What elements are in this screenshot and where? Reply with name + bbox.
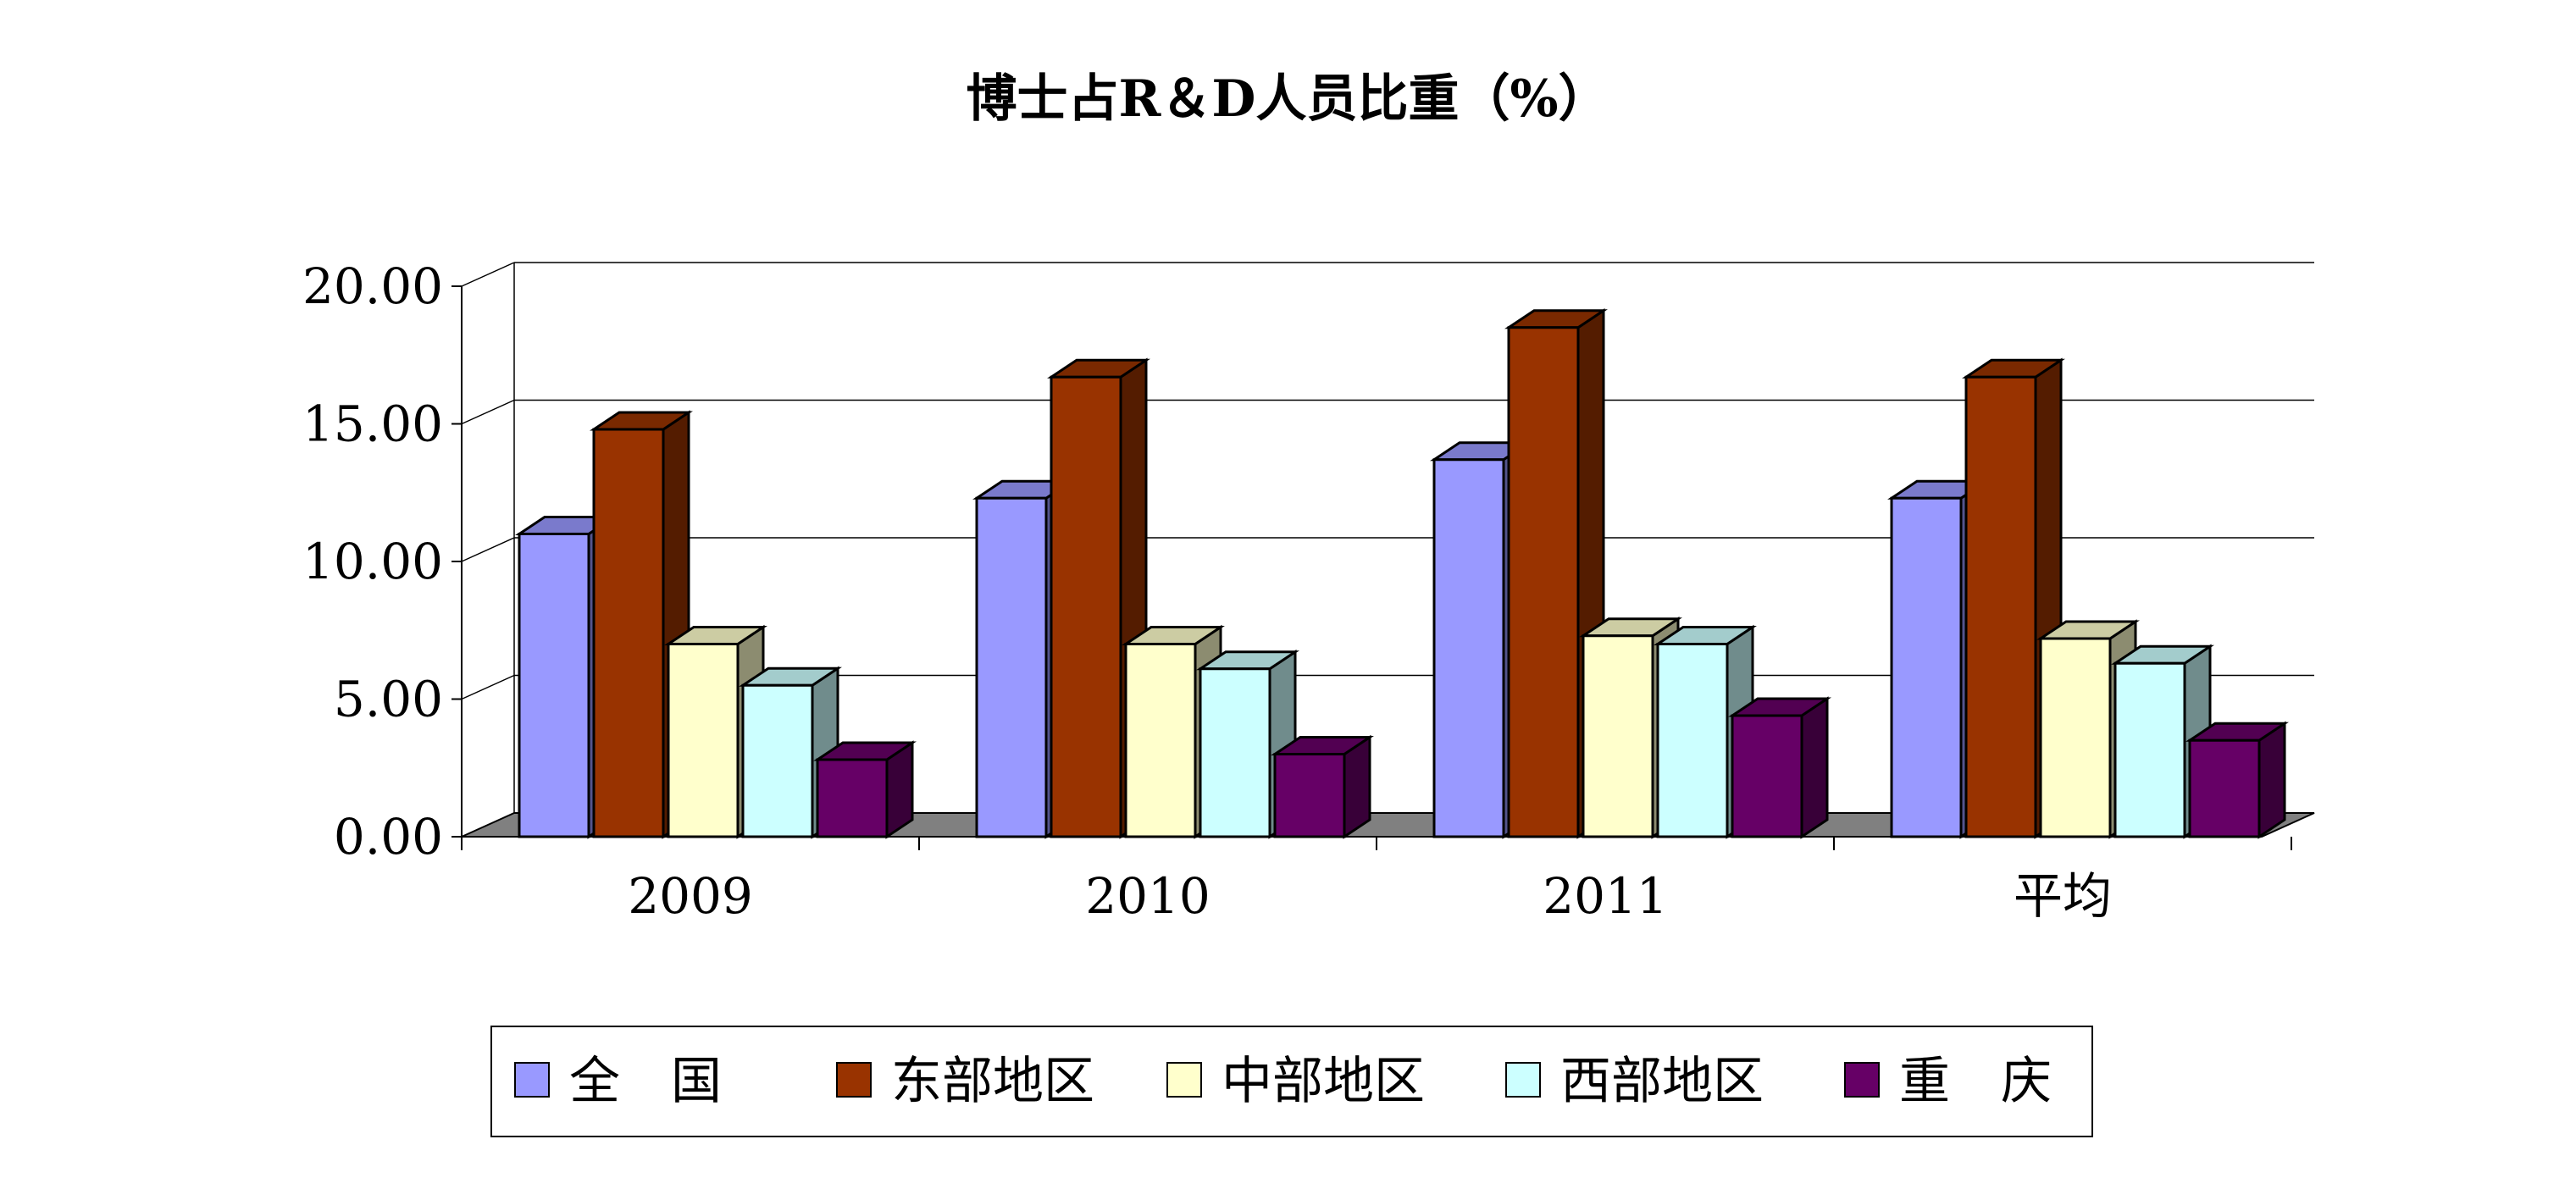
bar-front xyxy=(1124,643,1197,838)
gridline-slant xyxy=(461,674,515,700)
bar-front xyxy=(1050,375,1122,838)
legend: 全 国 东部地区 中部地区 西部地区 重 庆 xyxy=(490,1026,2093,1137)
bar-front xyxy=(741,683,814,838)
bar-front xyxy=(518,533,590,838)
bar-front xyxy=(1432,458,1505,838)
bar-front xyxy=(816,758,889,838)
bar-front xyxy=(2188,738,2261,838)
y-tick-label: 20.00 xyxy=(302,257,443,315)
legend-label: 东部地区 xyxy=(891,1052,1094,1111)
bar-side xyxy=(2257,721,2286,839)
legend-item: 西部地区 xyxy=(1505,1052,1764,1111)
bar-front xyxy=(667,643,740,838)
bar-front xyxy=(2039,637,2112,838)
legend-label: 全 国 xyxy=(569,1052,722,1111)
legend-item: 东部地区 xyxy=(836,1052,1094,1111)
legend-frame xyxy=(490,1026,2093,1137)
bar-front xyxy=(2113,661,2186,838)
y-tick-label: 15.00 xyxy=(302,395,443,453)
legend-swatch xyxy=(1166,1062,1202,1098)
legend-item: 中部地区 xyxy=(1166,1052,1425,1111)
bar-front xyxy=(1273,753,1346,838)
x-tick-label: 2009 xyxy=(628,867,753,925)
bar-front xyxy=(1582,634,1654,838)
bar-front xyxy=(1890,496,1963,838)
legend-label: 重 庆 xyxy=(1899,1052,2052,1111)
y-tick-label: 5.00 xyxy=(334,671,443,728)
bar xyxy=(813,740,917,839)
x-tick-label: 2010 xyxy=(1085,867,1210,925)
bar-front xyxy=(1964,375,2037,838)
bar-front xyxy=(975,496,1048,838)
x-tick-label: 2011 xyxy=(1543,867,1668,925)
legend-swatch xyxy=(514,1062,550,1098)
bar xyxy=(1271,734,1374,839)
x-tick-label: 平均 xyxy=(2014,867,2112,925)
chart-title: 博士占R＆D人员比重（%） xyxy=(967,69,1609,129)
legend-swatch xyxy=(1505,1062,1541,1098)
bar-front xyxy=(1731,714,1803,838)
bar-front xyxy=(1199,667,1271,838)
bar-front xyxy=(1507,326,1580,838)
gridline-slant xyxy=(461,262,515,287)
y-tick-label: 10.00 xyxy=(302,533,443,590)
legend-label: 西部地区 xyxy=(1560,1052,1764,1111)
gridline-slant xyxy=(461,537,515,562)
legend-label: 中部地区 xyxy=(1222,1052,1425,1111)
bar-front xyxy=(1656,643,1729,838)
bar xyxy=(2111,644,2214,839)
legend-swatch xyxy=(836,1062,872,1098)
legend-swatch xyxy=(1844,1062,1880,1098)
y-tick-label: 0.00 xyxy=(334,808,443,866)
bar xyxy=(2185,721,2289,839)
bar xyxy=(1962,357,2065,839)
bar-front xyxy=(592,428,665,838)
legend-item: 重 庆 xyxy=(1844,1052,2052,1111)
gridline-slant xyxy=(461,399,515,425)
legend-item: 全 国 xyxy=(514,1052,722,1111)
bar xyxy=(1728,696,1831,839)
bar-side xyxy=(1800,696,1829,839)
